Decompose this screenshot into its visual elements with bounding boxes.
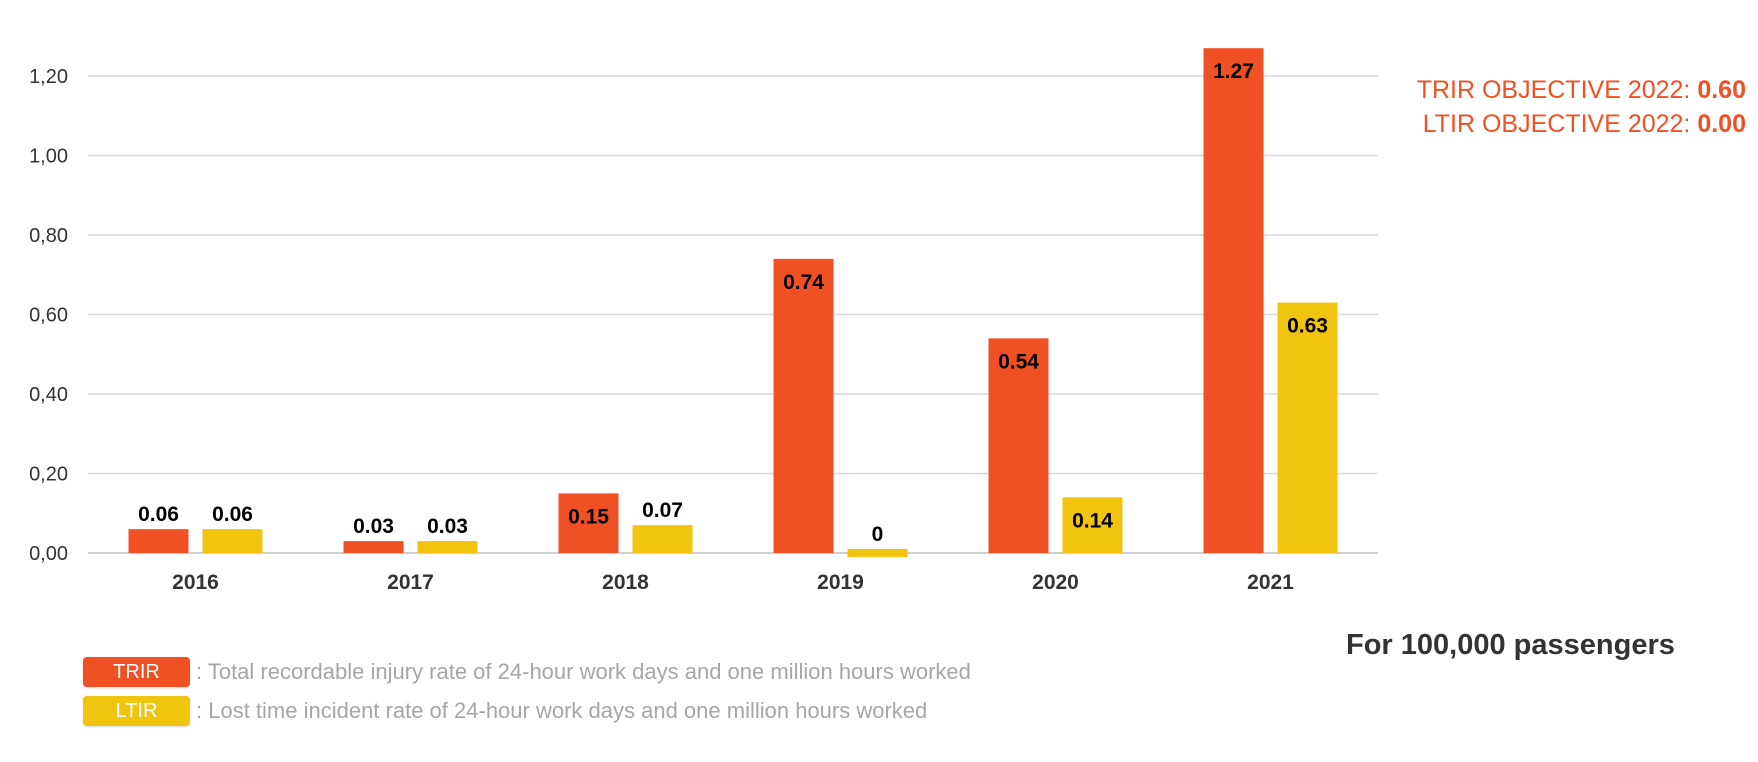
data-label-ltir-2019: 0 bbox=[872, 523, 884, 546]
data-label-trir-2019: 0.74 bbox=[783, 271, 824, 294]
data-label-ltir-2018: 0.07 bbox=[642, 499, 683, 522]
y-tick-label: 0,40 bbox=[29, 384, 68, 406]
x-tick-label: 2021 bbox=[1247, 571, 1294, 594]
x-tick-label: 2018 bbox=[602, 571, 649, 594]
trir-objective: TRIR OBJECTIVE 2022: 0.60 bbox=[1417, 76, 1746, 105]
bar-ltir-2019 bbox=[847, 549, 908, 557]
x-tick-label: 2019 bbox=[817, 571, 864, 594]
bar-trir-2020 bbox=[988, 338, 1049, 553]
unit-note: For 100,000 passengers bbox=[1346, 629, 1675, 661]
bar-ltir-2017 bbox=[417, 541, 478, 553]
bars bbox=[128, 48, 1338, 557]
bar-chart: 0,000,200,400,600,801,001,20 0.06 0.060.0… bbox=[29, 48, 1378, 594]
x-tick-label: 2020 bbox=[1032, 571, 1079, 594]
trir-objective-value: 0.60 bbox=[1697, 76, 1746, 104]
legend-swatch-trir: TRIR bbox=[83, 657, 190, 687]
value-labels: 0.06 0.06 0.03 0.03 0.15 0.07 0.74 0 0.54 0.14 1.2… bbox=[138, 60, 1328, 546]
data-label-trir-2020: 0.54 bbox=[998, 350, 1039, 373]
y-tick-label: 1,00 bbox=[29, 146, 68, 168]
y-tick-label: 0,80 bbox=[29, 225, 68, 247]
data-label-trir-2017: 0.03 bbox=[353, 515, 394, 538]
x-tick-label: 2016 bbox=[172, 571, 219, 594]
gridlines bbox=[88, 75, 1378, 554]
ltir-objective: LTIR OBJECTIVE 2022: 0.00 bbox=[1423, 110, 1746, 139]
y-tick-label: 0,60 bbox=[29, 305, 68, 327]
x-tick-label: 2017 bbox=[387, 571, 434, 594]
data-label-ltir-2016: 0.06 bbox=[212, 503, 253, 526]
legend-description-trir: : Total recordable injury rate of 24-hou… bbox=[196, 659, 971, 684]
bar-trir-2021 bbox=[1203, 48, 1264, 554]
data-label-trir-2018: 0.15 bbox=[568, 505, 609, 528]
data-label-trir-2021: 1.27 bbox=[1213, 60, 1254, 83]
bar-ltir-2021 bbox=[1277, 302, 1338, 553]
bar-ltir-2018 bbox=[632, 525, 693, 553]
bar-trir-2019 bbox=[773, 258, 834, 553]
data-label-ltir-2017: 0.03 bbox=[427, 515, 468, 538]
data-label-ltir-2021: 0.63 bbox=[1287, 315, 1328, 338]
ltir-objective-value: 0.00 bbox=[1697, 110, 1746, 138]
bar-ltir-2020 bbox=[1062, 497, 1123, 553]
bar-trir-2017 bbox=[343, 541, 404, 553]
bar-trir-2018 bbox=[558, 493, 619, 553]
y-tick-label: 1,20 bbox=[29, 66, 68, 88]
data-label-trir-2016: 0.06 bbox=[138, 503, 179, 526]
bar-trir-2016 bbox=[128, 529, 189, 553]
y-tick-label: 0,20 bbox=[29, 464, 68, 486]
legend-entry-ltir: LTIR : Lost time incident rate of 24-hou… bbox=[83, 696, 927, 726]
ltir-objective-label: LTIR OBJECTIVE 2022: bbox=[1422, 110, 1698, 138]
legend-description-ltir: : Lost time incident rate of 24-hour wor… bbox=[196, 698, 928, 723]
legend-entry-trir: TRIR : Total recordable injury rate of 2… bbox=[83, 657, 971, 687]
data-label-ltir-2020: 0.14 bbox=[1072, 509, 1113, 532]
legend-swatch-ltir: LTIR bbox=[83, 696, 190, 726]
y-axis-ticks: 0,00 0,20 0,40 0,60 0,80 1,00 1,20 bbox=[29, 66, 68, 565]
bar-ltir-2016 bbox=[202, 529, 263, 553]
trir-objective-label: TRIR OBJECTIVE 2022: bbox=[1416, 76, 1698, 104]
x-axis-ticks: 2016 2017 2018 2019 2020 2021 bbox=[172, 571, 1294, 594]
y-tick-label: 0,00 bbox=[29, 543, 68, 565]
